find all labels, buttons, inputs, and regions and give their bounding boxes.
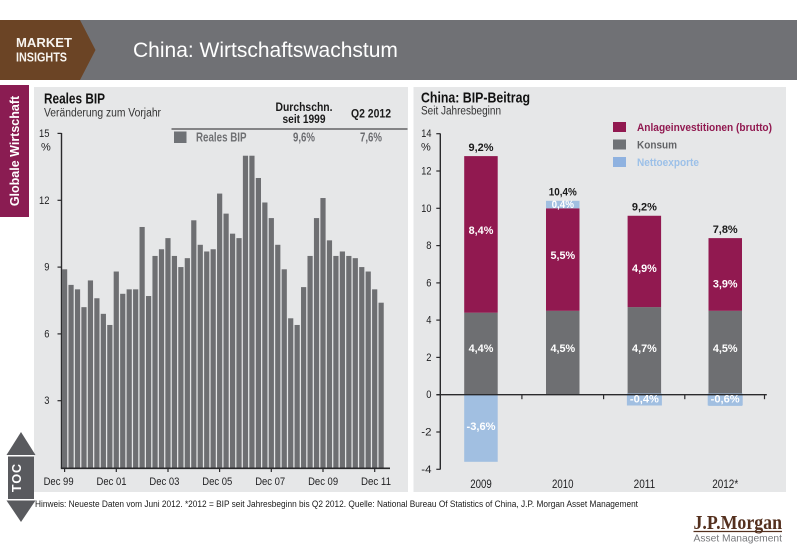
svg-text:seit 1999: seit 1999: [283, 114, 326, 126]
svg-text:2011: 2011: [634, 479, 656, 491]
svg-text:Nettoexporte: Nettoexporte: [637, 157, 699, 169]
svg-text:0,4%: 0,4%: [552, 199, 575, 211]
svg-text:-4: -4: [421, 464, 431, 476]
svg-text:2009: 2009: [470, 479, 492, 491]
svg-text:9,2%: 9,2%: [632, 202, 657, 214]
svg-text:INSIGHTS: INSIGHTS: [16, 49, 67, 64]
svg-text:TOC: TOC: [10, 463, 24, 492]
svg-text:10: 10: [421, 203, 431, 215]
svg-text:Dec 07: Dec 07: [255, 476, 285, 488]
svg-text:10,4%: 10,4%: [549, 187, 577, 199]
svg-text:5,5%: 5,5%: [550, 250, 575, 262]
svg-text:4,5%: 4,5%: [713, 343, 738, 355]
svg-text:4,7%: 4,7%: [632, 343, 657, 355]
svg-text:9,2%: 9,2%: [469, 142, 494, 154]
svg-text:China: BIP-Beitrag: China: BIP-Beitrag: [421, 90, 530, 107]
svg-text:4,5%: 4,5%: [550, 343, 575, 355]
svg-text:Dec 99: Dec 99: [44, 476, 74, 488]
svg-text:2012*: 2012*: [712, 479, 738, 491]
svg-text:15: 15: [39, 128, 50, 140]
svg-text:7,8%: 7,8%: [713, 224, 738, 236]
svg-text:Q2 2012: Q2 2012: [351, 109, 391, 121]
svg-text:Konsum: Konsum: [637, 140, 677, 152]
svg-text:8: 8: [426, 240, 431, 252]
svg-text:%: %: [41, 142, 51, 154]
svg-text:%: %: [421, 142, 431, 154]
svg-text:12: 12: [39, 195, 50, 207]
svg-text:MARKET: MARKET: [16, 35, 72, 50]
svg-text:0: 0: [426, 389, 431, 401]
svg-text:Hinweis: Neueste Daten vom Jun: Hinweis: Neueste Daten vom Juni 2012. *2…: [35, 499, 638, 509]
svg-text:Dec 05: Dec 05: [202, 476, 232, 488]
svg-text:Veränderung zum Vorjahr: Veränderung zum Vorjahr: [44, 108, 161, 120]
svg-text:Asset Management: Asset Management: [694, 533, 783, 545]
svg-text:-0,6%: -0,6%: [711, 394, 740, 406]
svg-text:12: 12: [421, 166, 431, 178]
svg-text:4,4%: 4,4%: [469, 343, 494, 355]
svg-text:-0,4%: -0,4%: [630, 394, 659, 406]
svg-text:Dec 09: Dec 09: [308, 476, 338, 488]
svg-text:-2: -2: [421, 427, 431, 439]
svg-text:14: 14: [421, 128, 431, 140]
svg-text:2010: 2010: [552, 479, 574, 491]
svg-text:8,4%: 8,4%: [469, 225, 494, 237]
svg-text:9: 9: [44, 262, 49, 274]
svg-text:9,6%: 9,6%: [293, 131, 315, 145]
svg-text:2: 2: [426, 352, 431, 364]
svg-text:6: 6: [426, 277, 431, 289]
svg-text:Seit Jahresbeginn: Seit Jahresbeginn: [421, 106, 501, 118]
svg-text:7,6%: 7,6%: [360, 131, 382, 145]
svg-text:Reales BIP: Reales BIP: [44, 91, 105, 108]
svg-text:Dec 11: Dec 11: [361, 476, 391, 488]
svg-text:J.P.Morgan: J.P.Morgan: [694, 512, 783, 534]
svg-text:6: 6: [44, 328, 49, 340]
svg-text:-3,6%: -3,6%: [467, 421, 496, 433]
svg-text:3,9%: 3,9%: [713, 279, 738, 291]
svg-text:Dec 03: Dec 03: [149, 476, 179, 488]
svg-text:Dec 01: Dec 01: [97, 476, 127, 488]
svg-text:Anlageinvestitionen (brutto): Anlageinvestitionen (brutto): [637, 122, 772, 134]
svg-text:Reales BIP: Reales BIP: [196, 131, 247, 145]
svg-text:4,9%: 4,9%: [632, 263, 657, 275]
svg-text:3: 3: [44, 395, 49, 407]
svg-text:4: 4: [426, 315, 431, 327]
svg-text:Durchschn.: Durchschn.: [276, 102, 333, 114]
